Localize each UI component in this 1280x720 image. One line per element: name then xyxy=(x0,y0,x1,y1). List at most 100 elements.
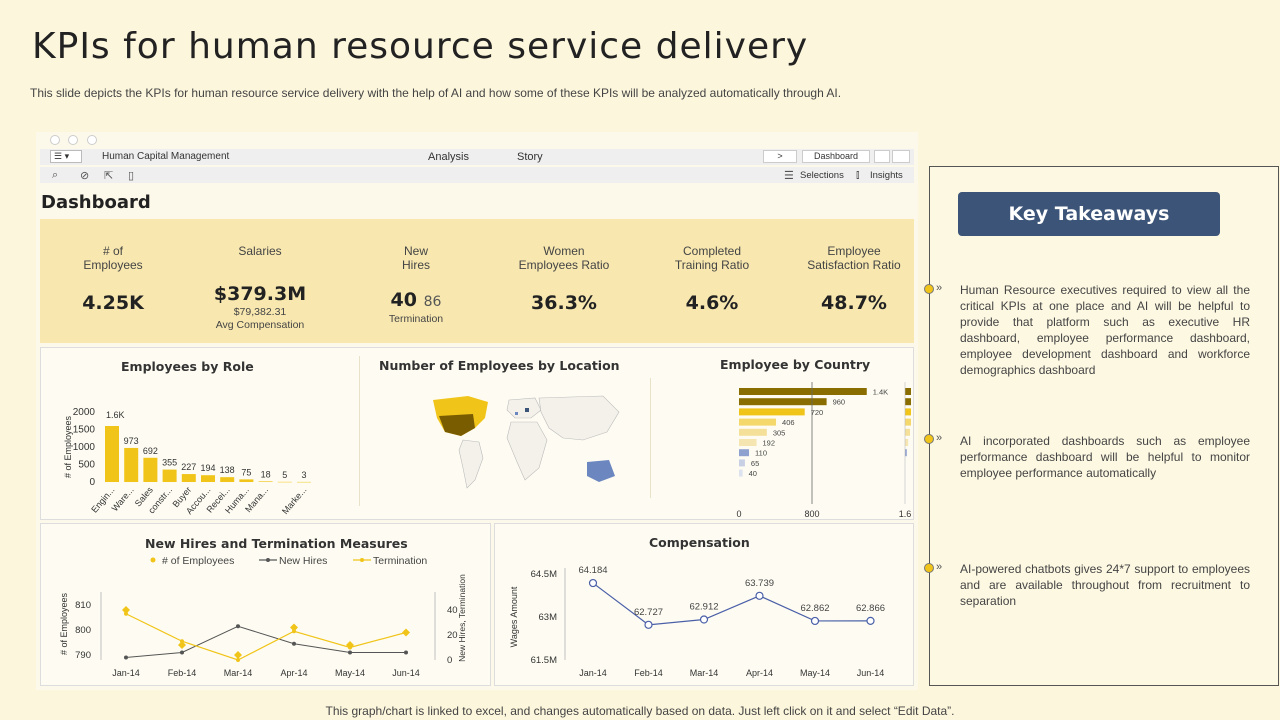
map-south-america[interactable] xyxy=(458,439,484,489)
hires-termination-chart: # of Employees New Hires Termination 790 800… xyxy=(59,555,467,678)
hamburger-menu-button[interactable]: ☰ ▾ xyxy=(50,150,82,163)
termination-line xyxy=(125,613,407,661)
hires-chart-title: New Hires and Termination Measures xyxy=(145,536,408,551)
kpi-value-secondary: 86 xyxy=(423,294,442,310)
chevron-right-icon: » xyxy=(936,282,943,294)
insights-button[interactable]: Insights xyxy=(870,170,903,181)
clear-selection-icon[interactable]: ⊘ xyxy=(80,170,90,182)
termination-point xyxy=(236,658,240,662)
new-hires-point xyxy=(124,655,128,660)
role-chart-title: Employees by Role xyxy=(121,359,254,374)
x-tick-label: 800 xyxy=(804,509,819,518)
map-australia[interactable] xyxy=(587,460,615,482)
view-option-button[interactable] xyxy=(874,150,890,163)
tab-story[interactable]: Story xyxy=(517,151,543,163)
selections-button[interactable]: Selections xyxy=(800,170,844,181)
map-asia[interactable] xyxy=(538,395,620,441)
dashboard-view-button[interactable]: Dashboard xyxy=(802,150,870,163)
y2-axis-label: New Hires, Termination xyxy=(457,574,467,662)
next-button[interactable]: > xyxy=(763,150,797,163)
legend-marker xyxy=(360,558,364,562)
new-hires-point xyxy=(348,650,352,655)
footer-note: This graph/chart is linked to excel, and… xyxy=(325,704,955,718)
bar xyxy=(739,398,827,406)
takeaway-item-3: AI-powered chatbots gives 24*7 support t… xyxy=(960,562,1250,608)
y2-tick-label: 0 xyxy=(447,655,452,666)
data-label: 355 xyxy=(162,458,177,468)
x-tick-label: Mar-14 xyxy=(224,668,253,678)
legend-marker xyxy=(150,557,156,563)
bar xyxy=(739,449,750,457)
mini-bar xyxy=(905,449,907,457)
y-tick-label: 2000 xyxy=(73,407,96,418)
bookmark-icon[interactable]: ▯ xyxy=(128,170,135,182)
y-tick-label: 800 xyxy=(75,625,91,636)
kpi-value-main: 40 xyxy=(390,289,417,311)
x-tick-label: Apr-14 xyxy=(746,668,773,678)
compensation-point xyxy=(588,578,598,588)
chevron-right-icon: » xyxy=(936,432,943,444)
page-title: KPIs for human resource service delivery xyxy=(32,26,809,67)
window-dot-2[interactable] xyxy=(68,135,78,145)
data-label: 110 xyxy=(755,449,767,458)
data-label: 720 xyxy=(811,408,824,417)
export-icon[interactable]: ⇱ xyxy=(104,170,114,182)
bar xyxy=(739,418,777,426)
data-label: 62.912 xyxy=(689,602,718,613)
bar xyxy=(124,447,139,482)
kpi-label: # of Employees xyxy=(83,244,143,272)
data-label: 65 xyxy=(751,459,759,468)
compensation-point xyxy=(810,616,820,626)
legend-label: New Hires xyxy=(279,555,327,567)
map-marker[interactable] xyxy=(515,412,518,415)
bullet-icon xyxy=(924,434,934,444)
data-label: 692 xyxy=(143,446,158,456)
compensation-chart: 61.5M 63M 64.5M Wages Amount Jan-14 Feb-14 Mar… xyxy=(509,565,885,678)
legend-label: # of Employees xyxy=(162,555,234,567)
smart-search-icon[interactable]: ⌕ xyxy=(52,169,59,181)
dashboard-title: Dashboard xyxy=(41,192,151,213)
mini-bar xyxy=(905,418,911,426)
x-tick-label: Jun-14 xyxy=(857,668,885,678)
map-africa[interactable] xyxy=(506,421,548,481)
termination-point xyxy=(292,629,296,634)
insights-icon[interactable]: ⫾ xyxy=(856,169,860,181)
bar xyxy=(220,477,235,482)
new-hires-point xyxy=(180,650,184,655)
compensation-point xyxy=(755,591,764,600)
hires-termination-panel: New Hires and Termination Measures # of … xyxy=(40,523,491,686)
map-marker[interactable] xyxy=(525,408,529,412)
termination-point xyxy=(124,611,128,616)
kpi-value: 4.6% xyxy=(685,292,739,314)
y-tick-label: 64.5M xyxy=(531,569,557,580)
kpi-sub: $79,382.31 xyxy=(233,306,287,318)
location-map-title: Number of Employees by Location xyxy=(379,358,620,373)
tab-analysis[interactable]: Analysis xyxy=(428,151,469,163)
compensation-point xyxy=(644,620,653,629)
data-label: 227 xyxy=(181,462,196,472)
y-axis-label: # of Employees xyxy=(59,592,69,655)
view-option-button-2[interactable] xyxy=(892,150,910,163)
map-europe[interactable] xyxy=(506,397,542,419)
kpi-value: $379.3M xyxy=(213,283,307,305)
mini-bar xyxy=(905,439,909,446)
selections-icon[interactable]: ☰ xyxy=(784,170,794,182)
world-map[interactable] xyxy=(423,388,623,508)
kpi-band: # of Employees 4.25K Salaries $379.3M $7… xyxy=(40,219,914,343)
app-name: Human Capital Management xyxy=(102,151,230,162)
key-takeaways-panel: Key Takeaways Human Resource executives … xyxy=(924,166,1279,686)
bar xyxy=(105,426,119,482)
employees-point xyxy=(290,623,298,632)
window-dot-1[interactable] xyxy=(50,135,60,145)
map-usa[interactable] xyxy=(439,414,475,436)
kpi-label: Employee Satisfaction Ratio xyxy=(807,244,901,272)
y2-tick-label: 40 xyxy=(447,605,458,616)
compensation-point xyxy=(699,615,709,624)
data-label: 62.727 xyxy=(634,607,663,618)
data-label: 18 xyxy=(261,469,271,479)
x-tick-label: Marke... xyxy=(280,485,309,516)
data-label: 40 xyxy=(749,469,757,478)
mini-bar xyxy=(905,388,911,395)
termination-point xyxy=(404,630,408,635)
window-dot-3[interactable] xyxy=(87,135,97,145)
